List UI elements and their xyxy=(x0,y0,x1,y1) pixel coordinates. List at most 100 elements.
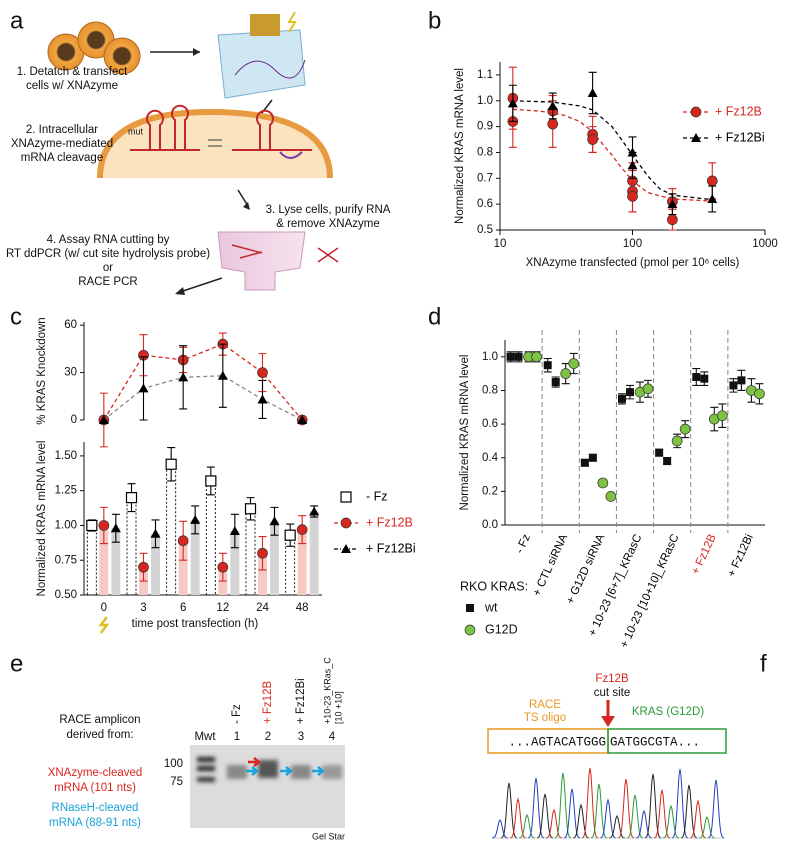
chromatogram-peak xyxy=(644,773,662,839)
marker-label: 100 xyxy=(164,758,183,770)
xna-label: XNAzyme-cleaved xyxy=(48,767,143,779)
y-tick-label: 0.9 xyxy=(477,121,493,133)
step-text: or xyxy=(103,262,113,274)
rnaseh-label: RNaseH-cleaved xyxy=(52,802,139,814)
right-sequence: GATGGCGTA... xyxy=(610,735,700,749)
cell-membrane xyxy=(97,108,333,179)
chromatogram-peak xyxy=(662,804,680,839)
band xyxy=(227,765,247,779)
y-tick-label: 0.8 xyxy=(477,146,493,158)
gel-title: RACE amplicon xyxy=(59,714,140,726)
marker xyxy=(229,526,240,536)
step-text: XNAzyme-mediated xyxy=(11,138,113,150)
bar xyxy=(297,529,307,595)
cell xyxy=(103,37,141,75)
arrow-head xyxy=(193,48,200,56)
cut-label: Fz12B xyxy=(595,673,629,685)
lane-number: 2 xyxy=(265,731,271,743)
chromatogram-peak xyxy=(689,799,707,839)
equilibrium xyxy=(208,139,222,147)
marker xyxy=(244,503,257,515)
left-sequence: ...AGTACATGGG xyxy=(508,735,606,749)
x-tick-label: - Fz xyxy=(514,532,533,555)
y-tick-label: 1.25 xyxy=(55,485,77,497)
chromatogram-peak xyxy=(680,784,698,839)
band xyxy=(322,765,342,779)
rnaseh-label: mRNA (88-91 nts) xyxy=(49,817,141,829)
y-tick-label: 0.6 xyxy=(477,198,493,210)
blue-arrow xyxy=(246,766,326,776)
electrode xyxy=(250,14,280,36)
marker xyxy=(667,214,678,226)
panel-label: e xyxy=(10,650,23,677)
chromatogram-peak xyxy=(671,768,689,839)
marker xyxy=(588,453,597,462)
band xyxy=(197,766,215,771)
marker xyxy=(580,458,589,467)
gene-box xyxy=(607,728,727,754)
legend-label: + Fz12Bi xyxy=(715,130,765,144)
oligo-label: RACE xyxy=(529,699,561,711)
y-tick-label: 1.1 xyxy=(477,69,493,81)
x-tick-label: 3 xyxy=(140,602,146,614)
step-text: 1. Detatch & transfect xyxy=(17,66,128,78)
marker xyxy=(627,191,638,202)
sequence-panel: Fz12B cut site RACE TS oligo KRAS (G12D)… xyxy=(487,673,727,839)
marker xyxy=(297,415,308,424)
red-arrow xyxy=(248,757,262,767)
marker xyxy=(667,199,678,209)
oligo-label: TS oligo xyxy=(524,712,566,724)
marker xyxy=(269,516,280,526)
y-tick-label: 1.0 xyxy=(477,95,493,107)
marker xyxy=(679,423,691,435)
marker xyxy=(626,388,634,397)
chromatogram-peak xyxy=(599,798,617,839)
stain-label: Gel Star xyxy=(312,831,345,841)
gene-label: KRAS (G12D) xyxy=(632,706,704,718)
cuvette xyxy=(217,29,306,99)
marker xyxy=(257,394,268,404)
marker xyxy=(547,100,558,110)
chromatogram-peak xyxy=(563,788,581,839)
step-text: RT ddPCR (w/ cut site hydrolysis probe) xyxy=(6,248,210,260)
x-tick-label: 10 xyxy=(494,238,507,250)
line xyxy=(103,343,303,421)
bar xyxy=(205,480,216,596)
chromatogram-peak xyxy=(581,767,599,839)
marker xyxy=(707,193,718,203)
band xyxy=(197,777,215,782)
mrna xyxy=(232,109,312,151)
chromatogram-peak xyxy=(653,789,671,839)
cut-label: cut site xyxy=(594,687,630,699)
y-axis-label: % KRAS Knockdown xyxy=(36,317,48,424)
legend-label: G12D xyxy=(485,622,518,636)
y-axis-label: Normalized KRAS mRNA level xyxy=(36,441,48,597)
y-tick-label: 1.00 xyxy=(55,519,77,531)
marker xyxy=(547,118,559,130)
arrow-head xyxy=(243,202,250,210)
marker xyxy=(125,492,138,504)
bar xyxy=(178,540,188,595)
marker xyxy=(205,475,217,487)
gel-title: derived from: xyxy=(66,729,133,741)
x-tick-label: + G12D siRNA xyxy=(564,532,607,606)
legend-label: - Fz xyxy=(366,489,388,503)
x-tick-label: 100 xyxy=(623,238,642,250)
marker xyxy=(506,352,515,361)
marker xyxy=(257,367,268,378)
marker xyxy=(514,352,523,361)
marker xyxy=(671,435,683,447)
panel-label: d xyxy=(428,303,441,330)
panel-label: a xyxy=(10,7,24,34)
bar xyxy=(190,519,200,595)
marker xyxy=(217,561,229,573)
legend-title: RKO KRAS: xyxy=(460,579,528,593)
gel xyxy=(190,745,345,828)
marker xyxy=(560,368,572,379)
lane-label: + Fz12B xyxy=(262,681,274,724)
marker xyxy=(177,535,189,547)
marker xyxy=(551,378,560,387)
legend-marker xyxy=(341,544,351,553)
legend-label: + Fz12Bi xyxy=(366,541,416,555)
